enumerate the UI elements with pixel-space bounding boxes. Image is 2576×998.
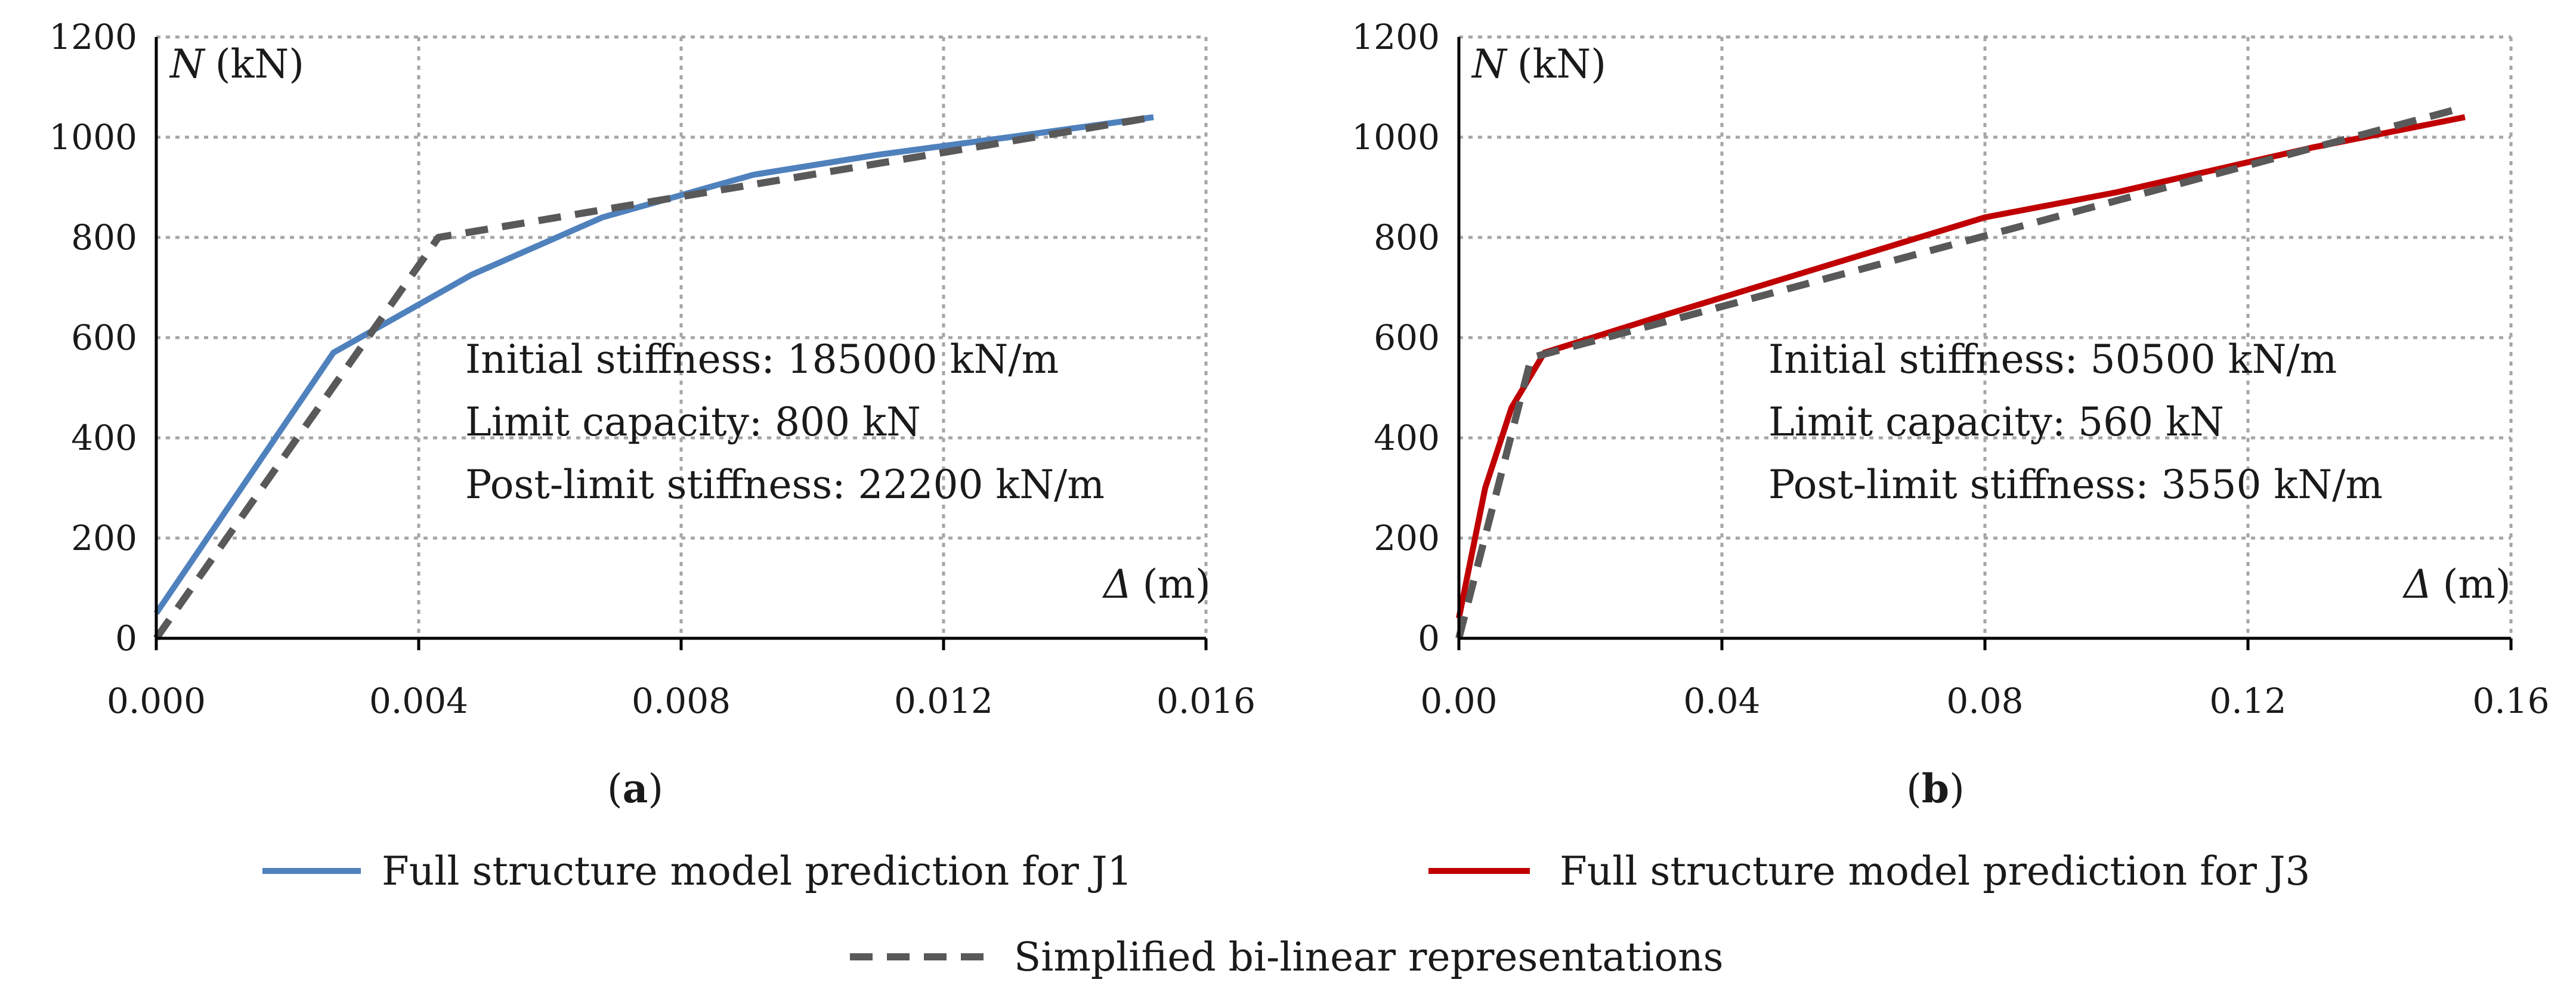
annotation-initial-stiffness-b: Initial stiffness: 50500 kN/m [1768, 336, 2337, 382]
x-tick-label: 0.008 [632, 681, 731, 721]
y-tick-label: 200 [71, 518, 137, 558]
x-axis-label-b: Δ (m) [2402, 561, 2511, 607]
y-tick-label: 1000 [1352, 117, 1440, 157]
y-tick-label: 400 [71, 418, 137, 458]
x-tick-label: 0.012 [894, 681, 993, 721]
annotation-post-limit-stiffness-a: Post-limit stiffness: 22200 kN/m [465, 462, 1105, 508]
x-tick-label: 0.000 [107, 681, 206, 721]
y-tick-label: 1200 [1352, 17, 1440, 57]
y-axis-label-a: N (kN) [169, 41, 304, 87]
annotation-initial-stiffness-a: Initial stiffness: 185000 kN/m [465, 336, 1059, 382]
chart-panel-b: 0 200 400 600 800 1000 1200 0.00 0.04 0.08 0.12 0.1… [1352, 17, 2549, 812]
series-layer-b [1455, 103, 2466, 639]
chart-panel-a: 0 200 400 600 800 1000 1200 0.000 0.004 0.008 0.01… [49, 17, 1255, 812]
x-axis-unit-b: (m) [2443, 561, 2511, 607]
x-axis-unit-a: (m) [1143, 561, 1211, 607]
series-bilinear-line [153, 113, 1154, 641]
legend: Full structure model prediction for J1 F… [262, 848, 2310, 980]
y-tick-label: 1200 [49, 17, 137, 57]
annotation-limit-capacity-a: Limit capacity: 800 kN [465, 399, 921, 445]
y-tick-label: 800 [71, 217, 137, 258]
series-model-line [153, 114, 1154, 615]
series-model-line [1456, 114, 2466, 619]
series-layer-a [153, 113, 1154, 641]
y-axis-label-b: N (kN) [1471, 41, 1606, 87]
tick-labels-b: 0 200 400 600 800 1000 1200 0.00 0.04 0.08 0.12 0.1… [1352, 17, 2549, 721]
x-axis-symbol-b: Δ [2402, 561, 2432, 607]
annotation-post-limit-stiffness-b: Post-limit stiffness: 3550 kN/m [1768, 462, 2383, 508]
y-tick-label: 800 [1374, 217, 1440, 258]
y-axis-unit-a: (kN) [215, 41, 304, 87]
x-tick-label: 0.00 [1420, 681, 1497, 721]
legend-item-j3: Full structure model prediction for J3 [1428, 848, 2310, 894]
series-bilinear-line [1455, 103, 2466, 639]
y-axis-symbol-b: N [1471, 41, 1508, 87]
legend-label-j1: Full structure model prediction for J1 [382, 848, 1132, 894]
annotation-limit-capacity-b: Limit capacity: 560 kN [1768, 399, 2224, 445]
legend-label-bilinear: Simplified bi-linear representations [1014, 934, 1724, 980]
x-tick-label: 0.12 [2209, 681, 2286, 721]
x-tick-label: 0.08 [1946, 681, 2023, 721]
y-axis-symbol-a: N [169, 41, 206, 87]
legend-item-j1: Full structure model prediction for J1 [262, 848, 1132, 894]
y-tick-label: 200 [1374, 518, 1440, 558]
x-tick-label: 0.16 [2472, 681, 2549, 721]
legend-item-bilinear: Simplified bi-linear representations [850, 934, 1724, 980]
panel-label-b: (b) [1906, 765, 1965, 812]
x-axis-label-a: Δ (m) [1102, 561, 1211, 607]
y-tick-label: 600 [71, 317, 137, 358]
x-tick-label: 0.016 [1156, 681, 1255, 721]
x-tick-label: 0.04 [1683, 681, 1760, 721]
y-tick-label: 0 [1418, 618, 1440, 659]
legend-label-j3: Full structure model prediction for J3 [1560, 848, 2310, 894]
panel-label-b-letter: b [1922, 765, 1949, 812]
gridlines-a [156, 35, 1208, 638]
panel-label-a-letter: a [623, 765, 648, 812]
panel-label-a: (a) [607, 765, 663, 812]
x-tick-label: 0.004 [369, 681, 468, 721]
y-tick-label: 400 [1374, 418, 1440, 458]
tick-labels-a: 0 200 400 600 800 1000 1200 0.000 0.004 0.008 0.01… [49, 17, 1255, 721]
y-tick-label: 1000 [49, 117, 137, 157]
y-axis-unit-b: (kN) [1517, 41, 1606, 87]
y-tick-label: 0 [115, 618, 137, 659]
y-tick-label: 600 [1374, 317, 1440, 358]
x-axis-symbol-a: Δ [1102, 561, 1132, 607]
